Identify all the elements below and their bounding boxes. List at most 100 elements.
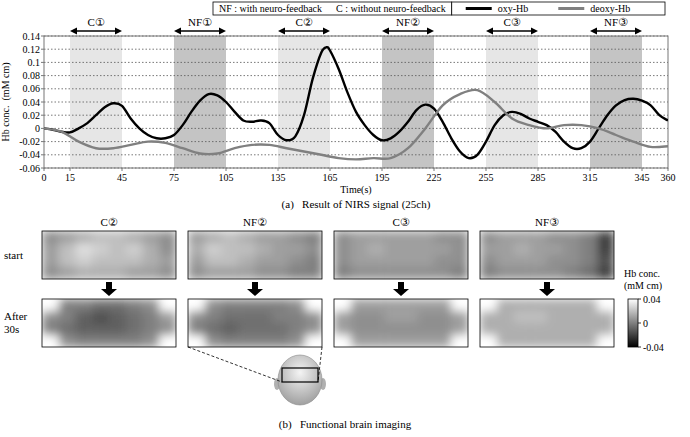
map-cell bbox=[514, 243, 531, 256]
map-cell bbox=[126, 335, 143, 347]
map-cell bbox=[188, 255, 205, 268]
map-cell bbox=[238, 243, 255, 256]
map-cell bbox=[42, 323, 59, 336]
map-cell bbox=[238, 311, 255, 324]
map-cell bbox=[368, 299, 385, 312]
band-label: NF② bbox=[396, 16, 420, 28]
map-cell bbox=[272, 267, 289, 279]
map-cell bbox=[188, 231, 205, 244]
map-cell bbox=[564, 267, 581, 279]
map-cell bbox=[42, 335, 59, 347]
map-cell bbox=[480, 267, 497, 279]
map-cell bbox=[205, 243, 222, 256]
map-cell bbox=[305, 311, 322, 324]
map-cell bbox=[547, 323, 564, 336]
map-cell bbox=[92, 255, 109, 268]
row-label: After30s bbox=[4, 310, 28, 335]
map-cell bbox=[188, 299, 205, 312]
map-cell bbox=[435, 267, 452, 279]
map-cell bbox=[480, 243, 497, 256]
band-arrow bbox=[595, 30, 637, 32]
map-cell bbox=[581, 267, 598, 279]
map-cell bbox=[368, 255, 385, 268]
x-tick-label: 255 bbox=[479, 172, 494, 183]
map-cells bbox=[188, 299, 322, 347]
map-cell bbox=[334, 243, 351, 256]
map-cell bbox=[305, 255, 322, 268]
map-cell bbox=[222, 255, 239, 268]
map-cell bbox=[480, 311, 497, 324]
map-cell bbox=[581, 231, 598, 244]
map-cell bbox=[530, 311, 547, 324]
map-cell bbox=[384, 323, 401, 336]
map-cell bbox=[238, 231, 255, 244]
map-cell bbox=[305, 299, 322, 312]
map-cell bbox=[92, 323, 109, 336]
map-cell bbox=[188, 335, 205, 347]
map-cell bbox=[401, 335, 418, 347]
brain-map bbox=[334, 299, 468, 347]
map-cell bbox=[480, 231, 497, 244]
map-cell bbox=[384, 311, 401, 324]
colorbar-tick bbox=[638, 347, 641, 348]
map-cell bbox=[42, 267, 59, 279]
map-cell bbox=[435, 243, 452, 256]
map-cell bbox=[351, 323, 368, 336]
map-cell bbox=[451, 255, 468, 268]
map-cell bbox=[384, 335, 401, 347]
map-cell bbox=[126, 299, 143, 312]
y-tick-label: -0.06 bbox=[19, 163, 40, 174]
map-cell bbox=[255, 231, 272, 244]
map-cell bbox=[384, 243, 401, 256]
map-cell bbox=[222, 323, 239, 336]
x-tick-label: 360 bbox=[661, 172, 676, 183]
map-cell bbox=[238, 323, 255, 336]
arrow-head bbox=[590, 28, 597, 35]
map-cell bbox=[581, 311, 598, 324]
map-border bbox=[334, 299, 468, 347]
map-cell bbox=[59, 299, 76, 312]
map-cell bbox=[401, 311, 418, 324]
map-cell bbox=[435, 335, 452, 347]
arrow-head bbox=[486, 28, 493, 35]
map-border bbox=[480, 299, 614, 347]
grid-line bbox=[44, 115, 668, 116]
x-tick-label: 135 bbox=[271, 172, 286, 183]
map-cell bbox=[368, 323, 385, 336]
map-cell bbox=[143, 323, 160, 336]
band-label: NF① bbox=[188, 16, 212, 28]
map-cell bbox=[451, 299, 468, 312]
map-cells bbox=[334, 231, 468, 279]
map-cell bbox=[514, 323, 531, 336]
x-tick-label: 45 bbox=[117, 172, 127, 183]
map-cell bbox=[76, 255, 93, 268]
x-axis-title: Time(s) bbox=[340, 184, 371, 196]
map-cell bbox=[205, 231, 222, 244]
map-cell bbox=[109, 335, 126, 347]
map-cell bbox=[238, 299, 255, 312]
map-cell bbox=[514, 231, 531, 244]
map-cell bbox=[597, 335, 614, 347]
map-cell bbox=[109, 267, 126, 279]
map-cell bbox=[59, 335, 76, 347]
map-cell bbox=[368, 267, 385, 279]
map-cell bbox=[351, 255, 368, 268]
map-cell bbox=[334, 323, 351, 336]
y-tick-label: 0.04 bbox=[23, 97, 41, 108]
map-cell bbox=[597, 299, 614, 312]
colorbar-tick-label: 0.04 bbox=[643, 294, 661, 305]
map-cell bbox=[564, 335, 581, 347]
map-cell bbox=[205, 267, 222, 279]
map-cell bbox=[143, 243, 160, 256]
arrow-head bbox=[70, 28, 77, 35]
map-cell bbox=[334, 311, 351, 324]
brain-map bbox=[480, 299, 614, 347]
map-cell bbox=[222, 243, 239, 256]
map-cell bbox=[514, 255, 531, 268]
map-cell bbox=[564, 231, 581, 244]
brain-map bbox=[480, 231, 614, 279]
colorbar-title: (mM cm) bbox=[624, 280, 662, 292]
map-cell bbox=[514, 299, 531, 312]
map-cell bbox=[159, 231, 176, 244]
map-cell bbox=[451, 243, 468, 256]
